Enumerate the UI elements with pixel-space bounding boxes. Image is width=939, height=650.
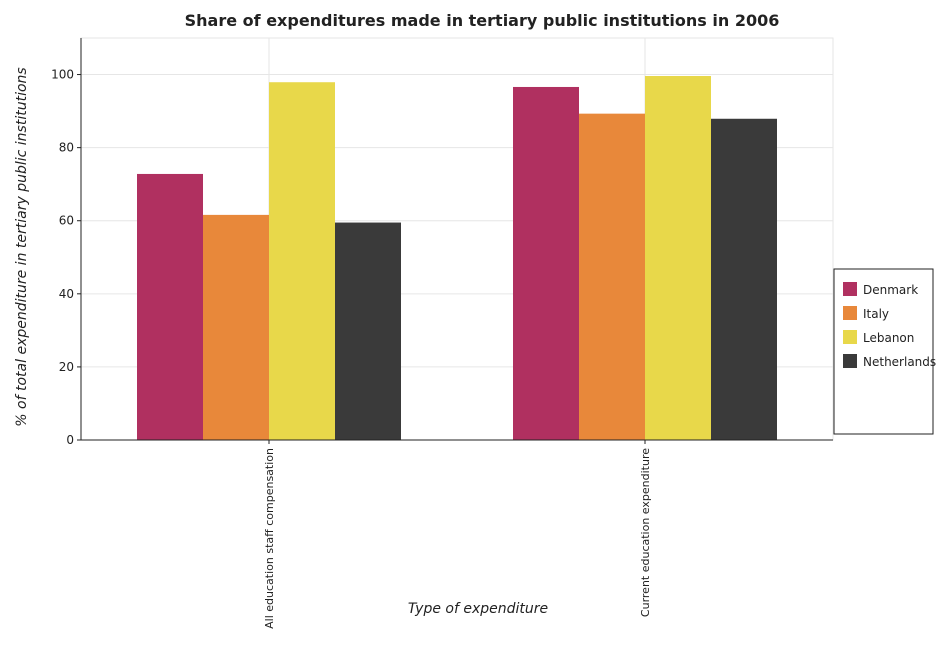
- y-axis-label: % of total expenditure in tertiary publi…: [14, 67, 30, 426]
- x-category-label-0: All education staff compensation: [263, 448, 276, 629]
- x-categories: All education staff compensation Current …: [263, 440, 652, 629]
- y-tick-label-1: 20: [59, 360, 74, 374]
- bars: [137, 76, 777, 441]
- legend-swatch-lebanon: [843, 330, 857, 344]
- legend-label-netherlands: Netherlands: [863, 355, 936, 369]
- y-tick-label-2: 40: [59, 287, 74, 301]
- legend-label-denmark: Denmark: [863, 283, 918, 297]
- y-tick-label-3: 60: [59, 214, 74, 228]
- y-tick-label-5: 100: [51, 68, 74, 82]
- legend: Denmark Italy Lebanon Netherlands: [833, 268, 936, 435]
- bar-lebanon-0: [269, 82, 335, 440]
- y-ticks: 0 20 40 60 80 100: [51, 68, 81, 447]
- legend-swatch-denmark: [843, 282, 857, 296]
- y-tick-label-0: 0: [66, 433, 74, 447]
- bar-lebanon-1: [645, 76, 711, 441]
- bar-netherlands-1: [711, 118, 777, 441]
- chart-title: Share of expenditures made in tertiary p…: [185, 11, 780, 30]
- legend-label-lebanon: Lebanon: [863, 331, 914, 345]
- x-axis-label: Type of expenditure: [408, 601, 548, 617]
- x-category-label-1: Current education expenditure: [639, 448, 652, 617]
- legend-label-italy: Italy: [863, 307, 889, 321]
- y-tick-label-4: 80: [59, 141, 74, 155]
- bar-denmark-1: [513, 86, 579, 440]
- bar-netherlands-0: [335, 222, 401, 440]
- legend-swatch-netherlands: [843, 354, 857, 368]
- bar-italy-1: [579, 113, 645, 440]
- legend-box: [833, 268, 934, 435]
- bar-denmark-0: [137, 173, 203, 440]
- legend-swatch-italy: [843, 306, 857, 320]
- bar-italy-0: [203, 214, 269, 440]
- axes: [80, 38, 833, 441]
